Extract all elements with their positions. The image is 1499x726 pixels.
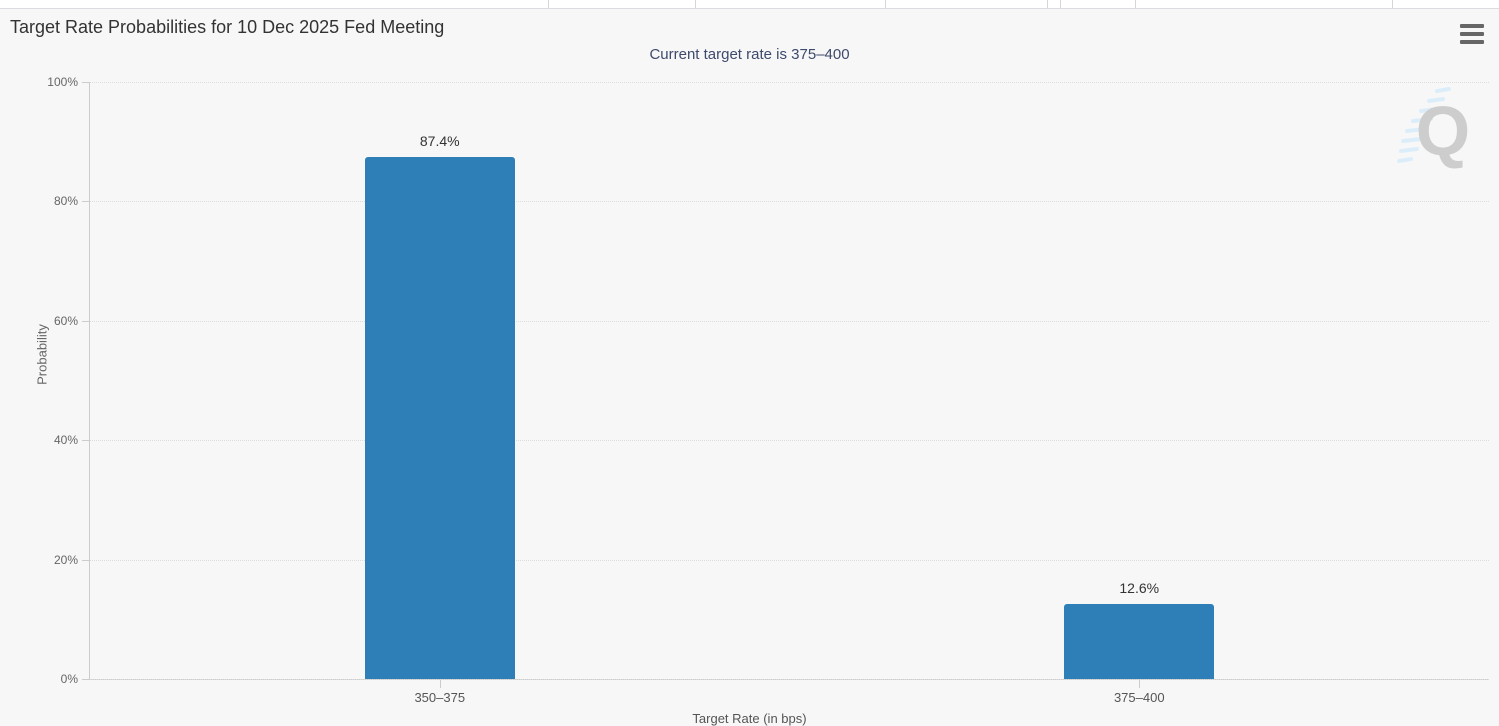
plot-area [90,82,1489,680]
tab-divider [1392,0,1393,8]
y-axis-tick-mark [82,440,89,442]
bar[interactable] [1064,603,1215,679]
hamburger-bar [1460,32,1484,36]
browser-tab-strip [0,0,1499,9]
tab-divider [1047,0,1048,8]
y-axis-tick-mark [82,320,89,322]
tab-divider [1135,0,1136,8]
tab-divider [1060,0,1061,8]
bar-value-label: 12.6% [1119,579,1160,596]
y-axis-tick-mark [82,82,89,83]
gridline [90,559,1489,561]
y-axis-tick-mark [82,559,89,561]
tab-divider [695,0,696,8]
y-axis-tick-label: 0% [60,672,78,686]
x-axis-tick-label: 350–375 [414,690,466,705]
hamburger-bar [1460,40,1484,44]
y-axis-tick-mark [82,201,89,203]
y-axis-tick-mark [82,679,89,680]
y-axis-title: Probability [34,324,50,385]
y-axis-tick-label: 80% [53,194,78,209]
hamburger-bar [1460,24,1484,28]
tab-divider [885,0,886,8]
gridline [90,201,1489,203]
gridline [90,320,1489,322]
tab-divider [548,0,549,8]
hamburger-menu-icon[interactable] [1457,21,1487,47]
chart-widget: Target Rate Probabilities for 10 Dec 202… [0,9,1499,726]
chart-title: Target Rate Probabilities for 10 Dec 202… [10,17,445,37]
y-axis-tick-label: 40% [53,433,78,448]
y-axis-tick-label: 60% [53,313,78,328]
x-axis-tick-label: 375–400 [1113,690,1165,705]
x-axis-tick-mark [439,680,441,688]
x-axis-tick-mark [1139,680,1141,688]
y-axis-line [89,82,90,680]
bar[interactable] [364,157,515,679]
y-axis-tick-label: 100% [47,75,78,89]
bar-value-label: 87.4% [419,133,460,150]
gridline [90,82,1489,83]
x-axis-title: Target Rate (in bps) [692,711,807,726]
chart-subtitle: Current target rate is 375–400 [649,46,850,63]
gridline [90,679,1489,680]
gridline [90,440,1489,442]
y-axis-tick-label: 20% [53,552,78,567]
